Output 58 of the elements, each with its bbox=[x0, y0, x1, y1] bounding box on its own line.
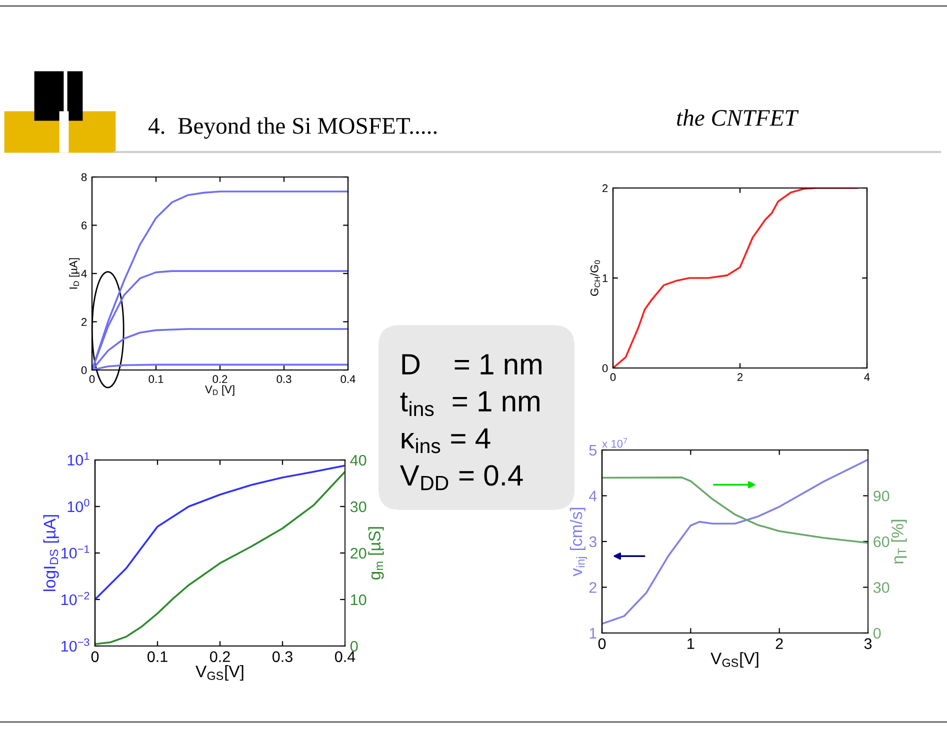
y2-tick-label: 10 bbox=[351, 594, 366, 606]
y-tick-label: 0 bbox=[602, 364, 608, 372]
text: the CNTFET bbox=[677, 109, 799, 126]
y-tick-label: 10$^{−3}$ bbox=[62, 638, 90, 652]
y-tick-label: 1 bbox=[590, 628, 596, 639]
y-tick-label: 6 bbox=[82, 222, 87, 230]
x-tick-label: 2 bbox=[737, 373, 743, 381]
y-tick-label: 2 bbox=[82, 318, 87, 326]
y-tick-label: 5 bbox=[589, 445, 596, 456]
x-tick-label: 0.4 bbox=[334, 651, 356, 662]
x-axis-title: V$_{GS}$[V] bbox=[710, 652, 758, 668]
x-tick-label: 1 bbox=[688, 638, 694, 649]
x-tick-label: 2 bbox=[776, 638, 783, 649]
y2-tick-label: 30 bbox=[350, 501, 366, 512]
y2-tick-label: 30 bbox=[873, 582, 890, 593]
x-tick-label: 0.1 bbox=[148, 375, 164, 384]
text: t$_{ins}$ = 1 nm bbox=[400, 391, 540, 416]
x-tick-label: 0 bbox=[89, 375, 95, 384]
y-tick-label: 0 bbox=[81, 366, 87, 374]
y-tick-label: 2 bbox=[602, 184, 608, 192]
x-axis-title: V$_{GS}$[V] bbox=[196, 665, 244, 681]
y2-axis-title: g$_{m}$ [µS] bbox=[368, 527, 384, 580]
y-tick-label: 10$^{−1}$ bbox=[62, 545, 90, 559]
x-tick-label: 0.2 bbox=[212, 375, 228, 384]
text: D = 1 nm bbox=[402, 354, 542, 374]
y-axis-title: logI$_{DS}$ [µA] bbox=[43, 515, 59, 592]
x-tick-label: 0.4 bbox=[340, 375, 356, 384]
x-tick-label: 0.2 bbox=[210, 651, 230, 662]
y-axis-title: I$_{D}$ [µA] bbox=[69, 258, 80, 289]
y2-tick-label: 0 bbox=[873, 628, 881, 639]
x-tick-label: 3 bbox=[864, 638, 872, 650]
x-tick-label: 4 bbox=[864, 373, 870, 381]
y2-axis-title: η$_{T}$ [%] bbox=[891, 520, 907, 564]
y2-tick-label: 20 bbox=[350, 548, 366, 559]
y-tick-label: 4 bbox=[81, 270, 87, 278]
y-tick-label: 3 bbox=[589, 536, 596, 548]
text: V$_{DD}$ = 0.4 bbox=[400, 465, 523, 490]
y-tick-label: 2 bbox=[589, 582, 596, 593]
y-tick-label: 1 bbox=[602, 274, 608, 282]
y2-tick-label: 90 bbox=[874, 490, 890, 502]
text: κ$_{ins}$ = 4 bbox=[402, 428, 490, 454]
x-axis-title: V$_{D}$ [V] bbox=[204, 385, 234, 396]
x-tick-label: 0.1 bbox=[147, 651, 168, 662]
x-tick-label: 0.3 bbox=[276, 375, 292, 384]
y-tick-label: 10$^{1}$ bbox=[68, 452, 90, 466]
x-tick-label: 0 bbox=[610, 373, 616, 382]
text: x 10$^{7}$ bbox=[602, 438, 628, 448]
y-tick-label: 10$^{0}$ bbox=[68, 498, 90, 512]
x-tick-label: 0 bbox=[91, 651, 99, 662]
y-tick-label: 4 bbox=[588, 490, 597, 502]
y-tick-label: 8 bbox=[81, 173, 87, 182]
y2-tick-label: 60 bbox=[874, 536, 890, 548]
y-tick-label: 10$^{−2}$ bbox=[62, 592, 90, 606]
y2-tick-label: 40 bbox=[350, 454, 366, 466]
text: 4. Beyond the Si MOSFET..... bbox=[148, 117, 437, 139]
x-tick-label: 0.3 bbox=[272, 651, 292, 662]
y-axis-title: v$_{inj}$ [cm/s] bbox=[570, 508, 588, 576]
y-axis-title: G$_{CH}$/G$_{0}$ bbox=[590, 260, 600, 296]
